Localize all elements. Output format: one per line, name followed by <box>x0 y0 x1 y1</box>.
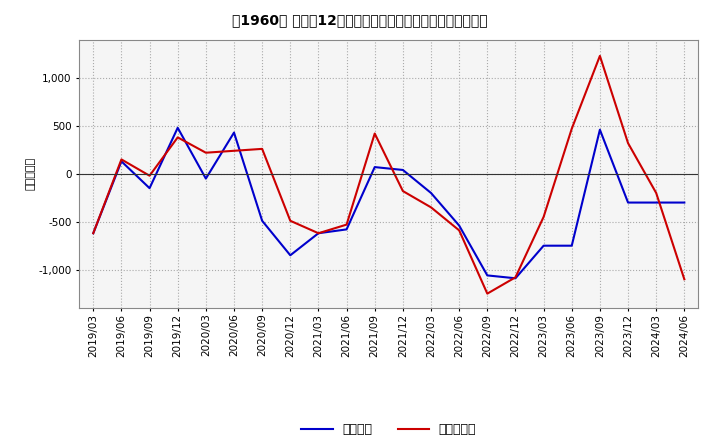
当期純利益 <box>314 231 323 236</box>
経常利益 <box>511 275 520 281</box>
経常利益 <box>230 130 238 135</box>
経常利益 <box>342 227 351 232</box>
経常利益 <box>567 243 576 248</box>
経常利益 <box>202 176 210 181</box>
当期純利益 <box>511 275 520 280</box>
経常利益 <box>174 125 182 130</box>
経常利益 <box>117 159 126 164</box>
経常利益 <box>89 231 98 236</box>
当期純利益 <box>342 222 351 227</box>
経常利益 <box>624 200 632 205</box>
当期純利益 <box>539 214 548 220</box>
当期純利益 <box>680 277 688 282</box>
当期純利益 <box>567 126 576 132</box>
当期純利益 <box>145 173 154 178</box>
経常利益 <box>370 165 379 170</box>
当期純利益 <box>399 188 408 194</box>
当期純利益 <box>117 157 126 162</box>
経常利益 <box>595 127 604 132</box>
当期純利益 <box>595 53 604 59</box>
当期純利益 <box>230 148 238 154</box>
当期純利益 <box>370 131 379 136</box>
経常利益 <box>258 218 266 224</box>
経常利益 <box>427 191 436 196</box>
経常利益 <box>145 186 154 191</box>
当期純利益 <box>483 291 492 296</box>
Legend: 経常利益, 当期純利益: 経常利益, 当期純利益 <box>297 418 481 440</box>
経常利益 <box>314 231 323 236</box>
経常利益 <box>652 200 660 205</box>
経常利益 <box>399 167 408 172</box>
Line: 経常利益: 経常利益 <box>94 128 684 278</box>
Y-axis label: （百万円）: （百万円） <box>25 157 35 191</box>
Text: ［1960］ 利益だ12か月移動合計の対前年同期増減額の推移: ［1960］ 利益だ12か月移動合計の対前年同期増減額の推移 <box>232 13 488 27</box>
当期純利益 <box>286 218 294 224</box>
当期純利益 <box>258 146 266 151</box>
経常利益 <box>286 253 294 258</box>
経常利益 <box>680 200 688 205</box>
経常利益 <box>455 223 464 228</box>
当期純利益 <box>89 231 98 236</box>
当期純利益 <box>174 135 182 140</box>
Line: 当期純利益: 当期純利益 <box>94 56 684 293</box>
当期純利益 <box>202 150 210 155</box>
当期純利益 <box>427 205 436 210</box>
当期純利益 <box>624 140 632 146</box>
当期純利益 <box>652 191 660 196</box>
経常利益 <box>483 273 492 278</box>
経常利益 <box>539 243 548 248</box>
当期純利益 <box>455 228 464 233</box>
